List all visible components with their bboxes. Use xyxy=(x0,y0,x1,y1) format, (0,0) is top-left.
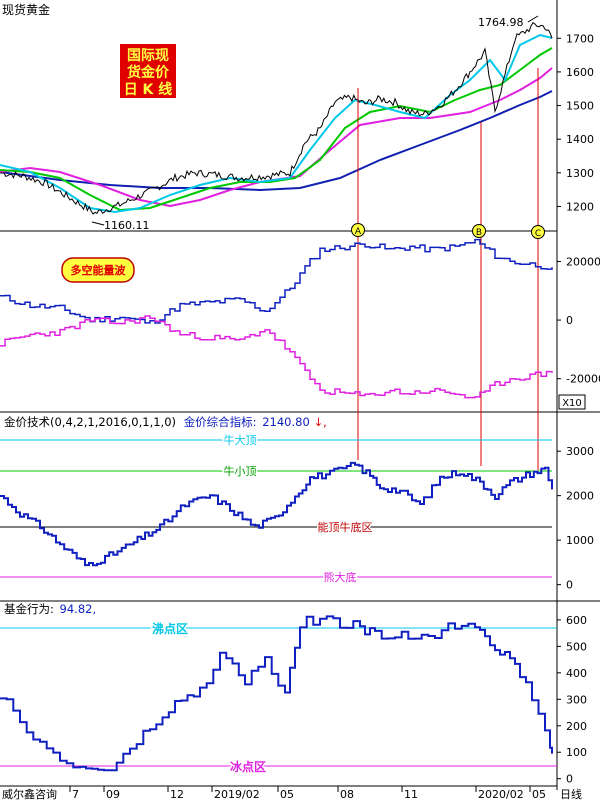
fund-axis-ticks: 600 500 400 300 200 100 0 xyxy=(557,614,587,786)
fund-axis-tick-label: 200 xyxy=(566,720,587,733)
price-axis-tick-label: 1300 xyxy=(566,167,594,180)
title-line-1: 国际现 xyxy=(127,48,169,64)
title-line-2: 货金价 xyxy=(126,64,170,81)
signal-markers: A B C xyxy=(351,223,545,239)
price-axis-ticks: 1700 1600 1500 1400 1300 1200 xyxy=(557,32,594,213)
high-price-leader xyxy=(527,15,539,23)
time-axis-tick-label: 7 xyxy=(72,788,79,800)
fund-behavior-name: 基金行为: xyxy=(4,602,54,616)
indicator-axis-tick-label: 1000 xyxy=(566,534,594,547)
long-moving-average-line xyxy=(0,90,553,192)
fund-axis-tick-label: 100 xyxy=(566,746,587,759)
scale-label-box: X10 xyxy=(558,394,586,410)
time-axis-tick-label: 09 xyxy=(106,788,120,800)
indicator-axis-tick-label: 2000 xyxy=(566,490,594,503)
fund-behavior-line xyxy=(0,615,553,772)
indicator-axis-tick-label: 3000 xyxy=(566,445,594,458)
big-bull-top-label: 牛大顶 xyxy=(224,433,257,447)
time-axis-tick-label: 11 xyxy=(404,788,418,800)
indicator-params: 金价技术(0,4,2,1,2016,0,1,1,0) xyxy=(4,415,176,429)
composite-indicator-title: 金价技术(0,4,2,1,2016,0,1,1,0) 金价综合指标: 2140.… xyxy=(4,415,327,429)
mid-moving-average-line xyxy=(0,47,553,212)
marker-c: C xyxy=(531,225,545,239)
time-axis-tick-label: 2019/02 xyxy=(214,788,260,800)
indicator-value: 2140.80 xyxy=(262,415,310,429)
fund-axis-tick-label: 400 xyxy=(566,667,587,680)
footer-brand: 威尔鑫咨询 xyxy=(2,787,57,800)
marker-b-label: B xyxy=(476,228,482,238)
indicator-axis-tick-label: 0 xyxy=(566,579,573,592)
fund-behavior-title: 基金行为: 94.82, xyxy=(4,602,96,616)
indicator-name: 金价综合指标: xyxy=(184,415,257,429)
indicator-arrow: ↓, xyxy=(313,415,326,429)
fast-moving-average-line xyxy=(0,33,553,214)
bear-top-bull-bottom-label: 能顶牛底区 xyxy=(318,520,373,534)
low-price-leader xyxy=(91,221,105,226)
marker-a: A xyxy=(351,223,365,237)
energy-wave-label: 多空能量波 xyxy=(71,263,127,277)
price-plot xyxy=(0,21,553,215)
low-price-label: 1160.11 xyxy=(104,219,150,232)
scale-label: X10 xyxy=(562,398,582,409)
price-axis-tick-label: 1200 xyxy=(566,200,594,213)
bear-energy-line xyxy=(0,315,553,399)
fund-axis-tick-label: 300 xyxy=(566,693,587,706)
energy-axis-tick-label: 20000 xyxy=(566,255,600,268)
chart-title-badge: 国际现 货金价 日 K 线 xyxy=(120,44,176,98)
composite-indicator-line xyxy=(0,461,553,567)
fund-axis-tick-label: 500 xyxy=(566,640,587,653)
fund-axis-tick-label: 0 xyxy=(566,773,573,786)
indicator-axis-ticks: 3000 2000 1000 0 xyxy=(557,445,594,592)
time-axis-tick-label: 12 xyxy=(170,788,184,800)
time-axis-tick-label: 05 xyxy=(532,788,546,800)
footer-period: 日线 xyxy=(560,787,582,800)
marker-b: B xyxy=(472,224,486,238)
time-axis-tick-label: 2020/02 xyxy=(478,788,524,800)
energy-axis-ticks: 20000 0 -20000 xyxy=(557,255,600,386)
signal-marker-lines xyxy=(357,68,539,470)
indicator-reference-lines xyxy=(0,439,552,578)
price-axis-tick-label: 1400 xyxy=(566,133,594,146)
energy-axis-tick-label: -20000 xyxy=(566,373,600,386)
fund-behavior-value: 94.82, xyxy=(60,602,97,616)
price-axis-tick-label: 1700 xyxy=(566,32,594,45)
small-bull-top-label: 牛小顶 xyxy=(224,464,257,478)
gold-price-line xyxy=(0,21,553,215)
big-bear-bottom-label: 熊大底 xyxy=(324,570,357,584)
marker-c-label: C xyxy=(535,229,541,239)
time-axis-tick-label: 05 xyxy=(280,788,294,800)
high-price-label: 1764.98 xyxy=(478,16,524,29)
boiling-zone-label: 沸点区 xyxy=(152,621,188,636)
time-axis-tick-label: 08 xyxy=(340,788,354,800)
slow-moving-average-line xyxy=(0,67,553,208)
energy-wave-badge: 多空能量波 xyxy=(61,257,135,283)
price-axis-tick-label: 1500 xyxy=(566,100,594,113)
fund-axis-tick-label: 600 xyxy=(566,614,587,627)
energy-axis-tick-label: 0 xyxy=(566,314,573,327)
price-axis-tick-label: 1600 xyxy=(566,66,594,79)
time-axis-ticks: 7 09 12 2019/02 05 08 11 2020/02 05 xyxy=(69,786,546,800)
freezing-zone-label: 冰点区 xyxy=(230,759,266,774)
app-title: 现货黄金 xyxy=(2,2,50,17)
title-line-3: 日 K 线 xyxy=(124,81,173,98)
marker-a-label: A xyxy=(355,227,362,237)
